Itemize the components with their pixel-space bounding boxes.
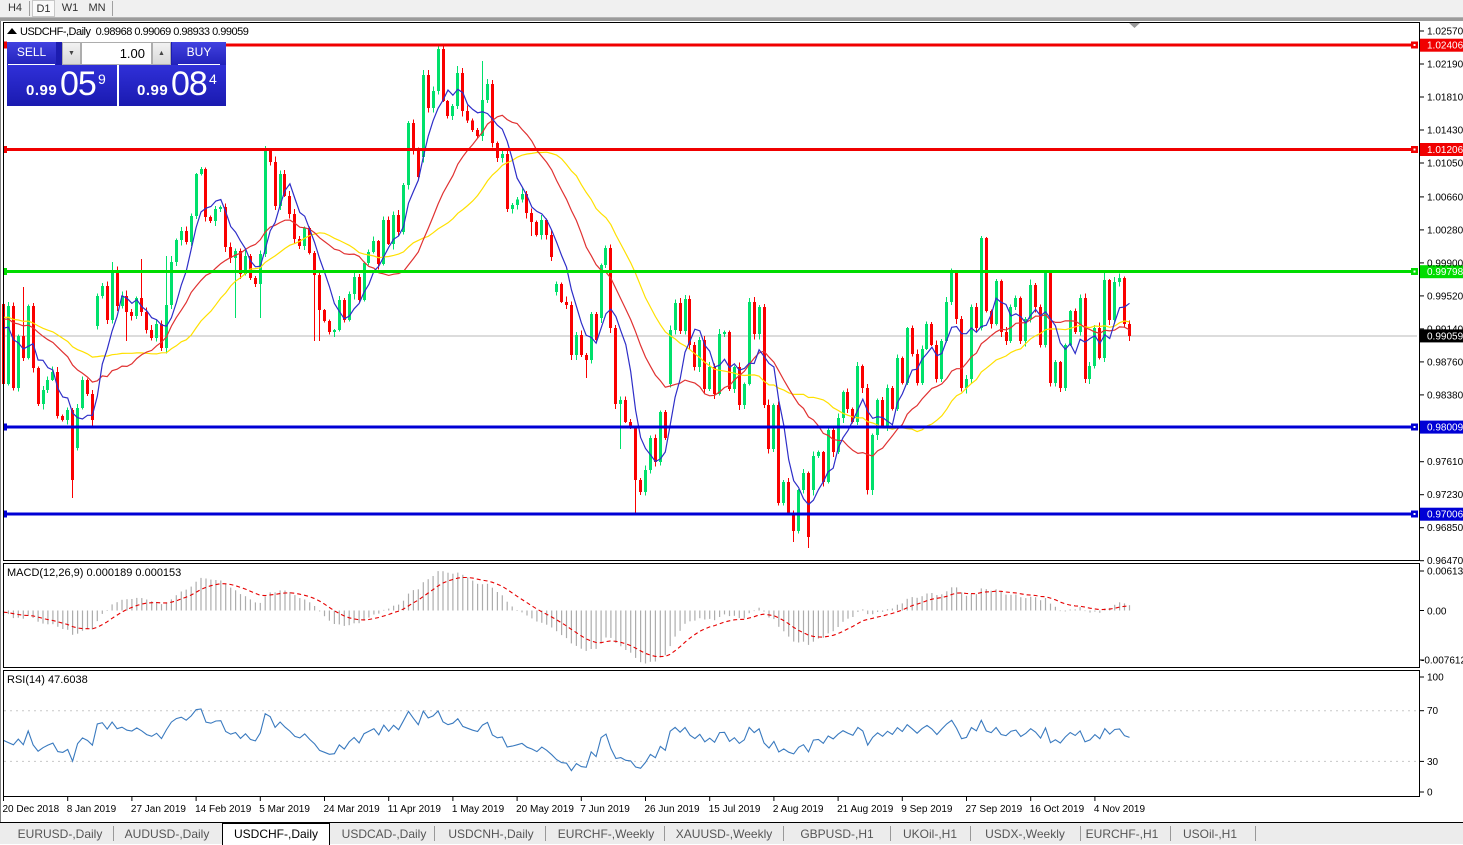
svg-text:0.99059: 0.99059 (1427, 331, 1463, 342)
svg-text:1.02570: 1.02570 (1427, 27, 1463, 38)
svg-text:24 Mar 2019: 24 Mar 2019 (324, 804, 381, 815)
svg-text:0: 0 (1427, 788, 1433, 799)
svg-text:0.97230: 0.97230 (1427, 490, 1463, 501)
svg-text:5 Mar 2019: 5 Mar 2019 (259, 804, 310, 815)
svg-text:1.00660: 1.00660 (1427, 192, 1463, 203)
svg-text:15 Jul 2019: 15 Jul 2019 (709, 804, 761, 815)
svg-text:1.01430: 1.01430 (1427, 126, 1463, 137)
svg-text:0.99798: 0.99798 (1427, 267, 1463, 278)
svg-text:4 Nov 2019: 4 Nov 2019 (1094, 804, 1146, 815)
svg-text:8 Jan 2019: 8 Jan 2019 (67, 804, 117, 815)
svg-text:27 Jan 2019: 27 Jan 2019 (131, 804, 186, 815)
svg-text:16 Oct 2019: 16 Oct 2019 (1030, 804, 1085, 815)
svg-text:21 Aug 2019: 21 Aug 2019 (837, 804, 894, 815)
svg-text:-0.0076129: -0.0076129 (1421, 656, 1463, 667)
svg-text:20 Dec 2018: 20 Dec 2018 (3, 804, 60, 815)
svg-text:7 Jun 2019: 7 Jun 2019 (580, 804, 630, 815)
svg-text:1.00280: 1.00280 (1427, 225, 1463, 236)
svg-text:1 May 2019: 1 May 2019 (452, 804, 505, 815)
svg-text:1.01206: 1.01206 (1427, 145, 1463, 156)
svg-text:1.02190: 1.02190 (1427, 60, 1463, 71)
svg-text:9 Sep 2019: 9 Sep 2019 (901, 804, 953, 815)
svg-text:20 May 2019: 20 May 2019 (516, 804, 574, 815)
svg-text:100: 100 (1427, 673, 1444, 684)
svg-text:30: 30 (1427, 757, 1439, 768)
svg-text:0.96850: 0.96850 (1427, 523, 1463, 534)
svg-text:0.99520: 0.99520 (1427, 291, 1463, 302)
svg-text:14 Feb 2019: 14 Feb 2019 (195, 804, 252, 815)
svg-text:0.00: 0.00 (1427, 607, 1447, 618)
svg-text:70: 70 (1427, 706, 1439, 717)
svg-text:0.00613: 0.00613 (1427, 567, 1463, 578)
svg-text:0.97610: 0.97610 (1427, 457, 1463, 468)
svg-text:1.01810: 1.01810 (1427, 93, 1463, 104)
svg-text:1.01050: 1.01050 (1427, 159, 1463, 170)
svg-text:2 Aug 2019: 2 Aug 2019 (773, 804, 824, 815)
svg-text:0.96470: 0.96470 (1427, 556, 1463, 567)
svg-text:0.97006: 0.97006 (1427, 510, 1463, 521)
svg-text:26 Jun 2019: 26 Jun 2019 (645, 804, 700, 815)
svg-text:27 Sep 2019: 27 Sep 2019 (966, 804, 1023, 815)
svg-text:0.99140: 0.99140 (1427, 324, 1463, 335)
svg-text:1.02406: 1.02406 (1427, 41, 1463, 52)
svg-text:0.98009: 0.98009 (1427, 423, 1463, 434)
svg-text:0.98380: 0.98380 (1427, 390, 1463, 401)
svg-text:0.98760: 0.98760 (1427, 357, 1463, 368)
svg-text:0.99900: 0.99900 (1427, 258, 1463, 269)
svg-text:11 Apr 2019: 11 Apr 2019 (388, 804, 442, 815)
